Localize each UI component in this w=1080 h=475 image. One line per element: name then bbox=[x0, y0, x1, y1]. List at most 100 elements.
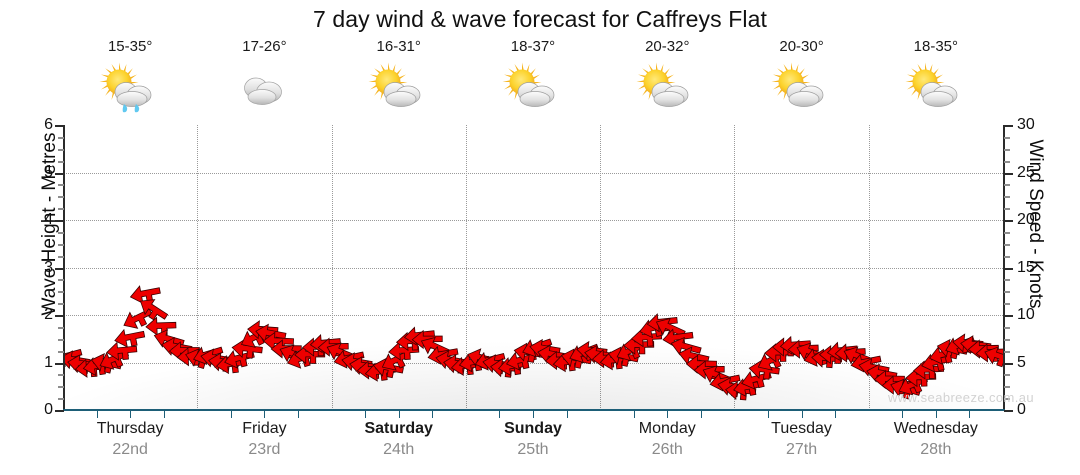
axis-tick bbox=[1004, 362, 1013, 365]
axis-tick bbox=[1004, 148, 1010, 151]
wind-barb bbox=[106, 341, 138, 361]
day-date: 27th bbox=[785, 441, 818, 458]
left-axis-tick-label: 6 bbox=[44, 116, 53, 133]
axis-tick bbox=[58, 350, 64, 353]
day-header-sunday: 18-37° bbox=[466, 36, 600, 126]
axis-tick bbox=[58, 338, 64, 341]
right-axis-tick-label: 5 bbox=[1017, 353, 1026, 371]
axis-tick bbox=[1004, 136, 1010, 139]
bottom-axis-tick bbox=[365, 411, 367, 418]
right-axis-tick-label: 15 bbox=[1017, 258, 1035, 276]
chart-plot-area bbox=[63, 125, 1003, 410]
wind-barb bbox=[984, 346, 1003, 368]
wind-barb bbox=[99, 349, 130, 370]
bottom-axis-tick bbox=[264, 411, 266, 418]
left-axis-tick-label: 2 bbox=[44, 306, 53, 323]
bottom-axis-tick bbox=[432, 411, 434, 418]
gridline-h-5 bbox=[63, 172, 1003, 174]
bottom-axis-tick bbox=[499, 411, 501, 418]
wind-barb bbox=[662, 328, 694, 348]
gridline-v-day-4 bbox=[600, 125, 602, 410]
axis-tick bbox=[1004, 231, 1010, 234]
axis-tick bbox=[58, 231, 64, 234]
day-name: Tuesday bbox=[771, 420, 832, 437]
axis-tick bbox=[58, 243, 64, 246]
axis-tick bbox=[1004, 374, 1010, 377]
temperature-range: 15-35° bbox=[107, 38, 153, 55]
axis-tick bbox=[1004, 255, 1010, 258]
sun-cloud-icon bbox=[367, 58, 431, 114]
temperature-range: 20-30° bbox=[779, 38, 824, 55]
temperature-range: 16-31° bbox=[376, 38, 421, 55]
wind-barb bbox=[898, 375, 929, 396]
wind-barb bbox=[139, 299, 169, 321]
day-date: 25th bbox=[517, 441, 549, 458]
axis-tick bbox=[1004, 386, 1010, 389]
right-axis-tick-label: 10 bbox=[1017, 306, 1035, 323]
day-date: 24th bbox=[383, 441, 415, 458]
sun-cloud-icon bbox=[904, 58, 968, 114]
day-label-thursday: Thursday 22nd bbox=[63, 418, 197, 470]
axis-tick bbox=[1004, 267, 1013, 270]
axis-tick bbox=[58, 184, 64, 187]
axis-tick bbox=[1004, 196, 1010, 199]
day-label-wednesday: Wednesday 28th bbox=[869, 418, 1003, 470]
axis-tick bbox=[1004, 291, 1010, 294]
axis-tick bbox=[58, 136, 64, 139]
day-label-sunday: Sunday 25th bbox=[466, 418, 600, 470]
bottom-axis-tick bbox=[969, 411, 971, 418]
temperature-range: 18-35° bbox=[913, 38, 959, 55]
axis-tick bbox=[1004, 125, 1013, 127]
left-axis-tick-label: 0 bbox=[44, 401, 53, 418]
axis-tick bbox=[58, 196, 64, 199]
gridline-v-day-3 bbox=[465, 125, 467, 410]
day-name: Saturday bbox=[364, 420, 433, 437]
axis-tick bbox=[58, 148, 64, 151]
wind-barb bbox=[388, 341, 420, 361]
sun-cloud-icon bbox=[635, 58, 699, 114]
day-header-thursday: 15-35° bbox=[63, 36, 197, 126]
axis-tick bbox=[58, 386, 64, 389]
gridline-v-day-1 bbox=[197, 125, 199, 410]
axis-tick bbox=[1004, 338, 1010, 341]
axis-tick bbox=[58, 255, 64, 258]
gridline-v-day-5 bbox=[734, 125, 736, 410]
page-title: 7 day wind & wave forecast for Caffreys … bbox=[313, 6, 767, 32]
bottom-axis-tick bbox=[768, 411, 769, 418]
bottom-axis-tick bbox=[566, 411, 568, 418]
axis-tick bbox=[55, 220, 64, 222]
gridline-h-1 bbox=[63, 362, 1003, 364]
gridline-v-day-6 bbox=[868, 125, 870, 410]
axis-tick bbox=[58, 160, 64, 163]
bottom-axis-tick bbox=[801, 411, 803, 418]
axis-tick bbox=[55, 410, 64, 412]
axis-tick bbox=[58, 374, 64, 377]
cloudy-icon bbox=[232, 58, 296, 114]
sun-cloud-icon bbox=[770, 58, 834, 114]
axis-tick bbox=[1004, 279, 1010, 282]
day-footer-strip: Thursday 22nd Friday 23rd Saturday 24th Sunday… bbox=[63, 418, 1003, 470]
day-label-tuesday: Tuesday 27th bbox=[734, 418, 868, 470]
wind-barb bbox=[114, 328, 146, 348]
axis-tick bbox=[1004, 220, 1013, 222]
day-name: Thursday bbox=[96, 420, 164, 437]
bottom-axis-tick bbox=[398, 411, 400, 418]
left-axis-tick-label: 5 bbox=[44, 163, 53, 181]
bottom-axis-tick bbox=[700, 411, 702, 418]
wind-barb bbox=[129, 285, 161, 305]
axis-tick bbox=[58, 279, 64, 282]
axis-tick bbox=[55, 172, 64, 175]
day-name: Monday bbox=[638, 420, 696, 437]
wind-barb-series bbox=[63, 285, 1003, 401]
axis-tick bbox=[58, 303, 64, 306]
bottom-axis-tick bbox=[667, 411, 669, 418]
wind-barb bbox=[630, 328, 663, 348]
day-label-monday: Monday 26th bbox=[600, 418, 734, 470]
axis-tick bbox=[1004, 172, 1013, 175]
bottom-axis-tick bbox=[633, 411, 635, 418]
gridline-h-3 bbox=[63, 267, 1003, 269]
right-axis-tick-label: 25 bbox=[1017, 163, 1035, 181]
day-date: 22nd bbox=[112, 441, 148, 458]
axis-tick bbox=[1004, 350, 1010, 353]
day-label-saturday: Saturday 24th bbox=[332, 418, 466, 470]
